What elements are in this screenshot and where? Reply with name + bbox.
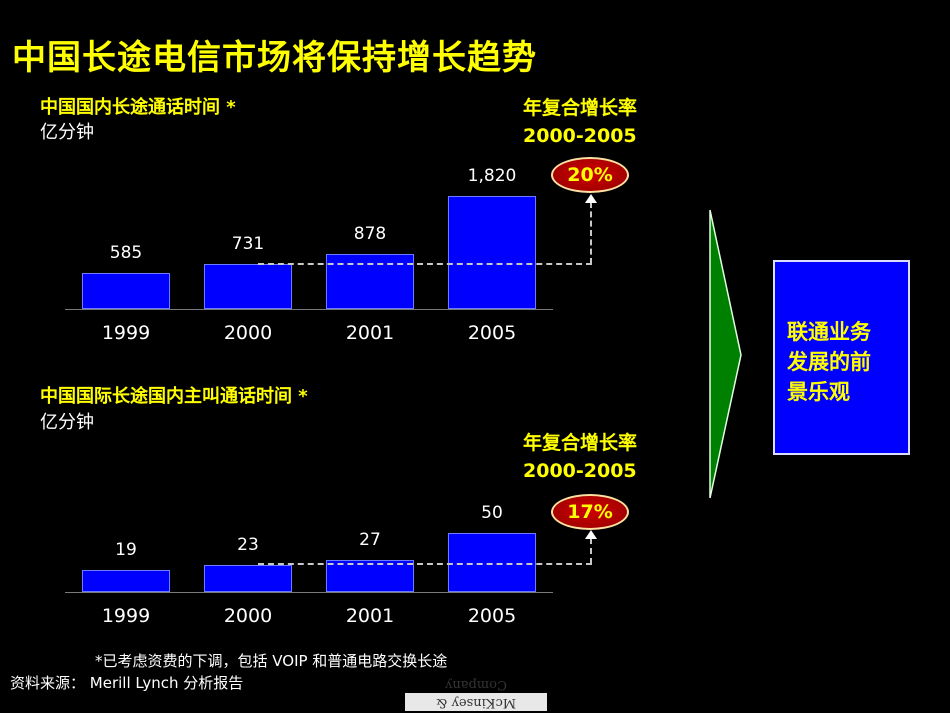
- top-trend-dash: [258, 263, 592, 265]
- top-bar-1999: [82, 273, 170, 309]
- bottom-bar-2005: [448, 533, 536, 592]
- top-value-label-1999: 585: [109, 243, 143, 263]
- page-title: 中国长途电信市场将保持增长趋势: [12, 38, 537, 78]
- bottom-year-label-2001: 2001: [345, 605, 395, 627]
- bottom-trend-arrowhead: [585, 530, 597, 539]
- top-chart-unit: 亿分钟: [40, 122, 94, 143]
- top-cagr-label-line1: 年复合增长率: [523, 97, 638, 119]
- conclusion-line-3: 景乐观: [787, 380, 850, 404]
- top-year-label-2005: 2005: [467, 322, 517, 344]
- top-bar-2000: [204, 264, 292, 309]
- top-chart-heading: 中国国内长途通话时间 *: [40, 97, 236, 118]
- company-logo: McKinsey & Company: [405, 677, 547, 711]
- bottom-year-label-2005: 2005: [467, 605, 517, 627]
- green-arrow-icon: [709, 209, 742, 499]
- top-year-label-2001: 2001: [345, 322, 395, 344]
- bottom-cagr-badge: 17%: [551, 494, 629, 530]
- footnote: *已考虑资费的下调，包括 VOIP 和普通电路交换长途: [95, 652, 448, 670]
- bottom-x-axis: [65, 592, 553, 593]
- top-trend-vertical: [590, 202, 592, 264]
- bottom-cagr-label-line1: 年复合增长率: [523, 432, 638, 454]
- bottom-value-label-2001: 27: [359, 530, 381, 550]
- bottom-bar-2001: [326, 560, 414, 592]
- top-cagr-badge: 20%: [551, 157, 629, 193]
- top-year-label-1999: 1999: [101, 322, 151, 344]
- top-value-label-2001: 878: [353, 224, 387, 244]
- conclusion-box: 联通业务 发展的前 景乐观: [773, 260, 910, 455]
- bottom-value-label-1999: 19: [115, 540, 137, 560]
- top-cagr-label-line2: 2000-2005: [523, 125, 637, 147]
- bottom-cagr-label: 年复合增长率 2000-2005: [523, 429, 637, 485]
- top-year-label-2000: 2000: [223, 322, 273, 344]
- bottom-trend-dash: [258, 563, 592, 565]
- bottom-value-label-2005: 50: [481, 503, 503, 523]
- bottom-chart-unit: 亿分钟: [40, 412, 94, 433]
- conclusion-line-2: 发展的前: [787, 350, 871, 374]
- bottom-cagr-label-line2: 2000-2005: [523, 460, 637, 482]
- bottom-year-label-1999: 1999: [101, 605, 151, 627]
- source-note: 资料来源： Merill Lynch 分析报告: [10, 674, 244, 692]
- top-x-axis: [65, 309, 553, 310]
- bottom-bar-1999: [82, 570, 170, 592]
- bottom-year-label-2000: 2000: [223, 605, 273, 627]
- top-trend-arrowhead: [585, 194, 597, 203]
- bottom-bar-2000: [204, 565, 292, 592]
- top-value-label-2000: 731: [231, 234, 265, 254]
- top-cagr-label: 年复合增长率 2000-2005: [523, 94, 637, 150]
- top-bar-2005: [448, 196, 536, 309]
- top-value-label-2005: 1,820: [467, 166, 517, 186]
- bottom-trend-vertical: [590, 538, 592, 564]
- bottom-value-label-2000: 23: [237, 535, 259, 555]
- conclusion-line-1: 联通业务: [787, 320, 871, 344]
- bottom-chart-heading: 中国国际长途国内主叫通话时间 *: [40, 386, 308, 407]
